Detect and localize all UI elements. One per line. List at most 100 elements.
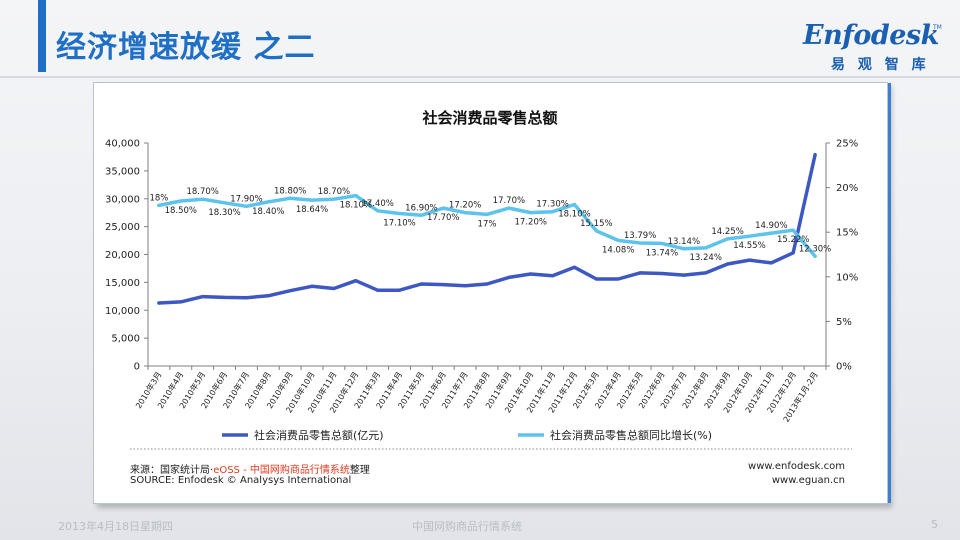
- sales-point: [419, 282, 423, 286]
- sales-point: [332, 286, 336, 291]
- growth-point: [813, 254, 817, 258]
- growth-point: [507, 206, 511, 210]
- growth-point: [594, 229, 598, 233]
- growth-data-label: 13.74%: [646, 248, 678, 258]
- source-note-chinese: 来源：国家统计局·eOSS - 中国网购商品行情系统整理: [130, 461, 370, 476]
- y-right-tick-label: 5%: [836, 317, 852, 328]
- y-left-tick-label: 0: [134, 362, 140, 373]
- growth-data-label: 18.50%: [165, 206, 197, 216]
- growth-data-label: 14.25%: [711, 227, 743, 237]
- growth-data-label: 18.30%: [208, 208, 240, 218]
- sales-point: [310, 284, 314, 288]
- legend-label-retail-sales: 社会消费品零售总额(亿元): [254, 428, 384, 442]
- sales-point: [222, 295, 227, 300]
- sales-point: [813, 153, 817, 157]
- sales-point: [244, 296, 249, 300]
- growth-data-label: 14.55%: [733, 241, 765, 251]
- logo-wordmark: Enfodesk: [803, 20, 939, 51]
- y-right-tick-label: 0%: [836, 362, 852, 373]
- logo-chinese-name: 易 观 智 库: [831, 57, 930, 73]
- page-number: 5: [931, 518, 938, 531]
- sales-point: [594, 277, 598, 281]
- growth-point: [725, 237, 730, 241]
- growth-point: [572, 202, 577, 207]
- growth-data-label: 17.20%: [449, 201, 481, 211]
- growth-data-label: 18.10%: [340, 201, 372, 211]
- y-right-tick-label: 10%: [836, 272, 858, 283]
- sales-point: [157, 301, 161, 305]
- growth-data-label: 15.22%: [777, 235, 809, 245]
- growth-data-label: 14.08%: [602, 245, 634, 255]
- y-left-tick-label: 25,000: [105, 222, 140, 233]
- growth-point: [616, 238, 620, 243]
- enfodesk-logo: Enfodesk TM 易 观 智 库: [795, 12, 945, 74]
- growth-data-label: 14.90%: [755, 221, 787, 231]
- header-accent-bar: [38, 0, 46, 72]
- growth-data-label: 13.14%: [668, 237, 700, 247]
- growth-data-label: 18.40%: [252, 207, 284, 217]
- growth-point: [397, 211, 402, 216]
- sales-point: [529, 272, 533, 276]
- growth-point: [485, 212, 489, 216]
- sales-point: [769, 261, 773, 265]
- growth-data-label: 18.80%: [274, 186, 306, 196]
- y-left-tick-label: 5,000: [111, 334, 140, 345]
- growth-data-label: 18.10%: [558, 210, 590, 220]
- growth-data-label: 13.79%: [624, 231, 656, 241]
- sales-point: [485, 282, 489, 286]
- sales-point: [791, 251, 795, 255]
- y-left-tick-label: 20,000: [105, 250, 140, 261]
- y-left-tick-label: 10,000: [105, 306, 140, 317]
- growth-data-label: 17.90%: [230, 194, 262, 204]
- source-prefix: 来源：国家统计局·: [130, 465, 214, 476]
- enfodesk-url: www.enfodesk.com: [748, 461, 845, 472]
- growth-data-label: 17.70%: [493, 196, 525, 206]
- growth-point: [244, 204, 249, 208]
- growth-data-label: 16.90%: [405, 203, 437, 213]
- chart-canvas: 社会消费品零售总额 0 5,000 10,000 15,000 20,000 25,000…: [105, 109, 858, 450]
- growth-point: [179, 199, 183, 203]
- growth-point: [266, 200, 270, 204]
- header-divider: [0, 76, 960, 78]
- sales-point: [747, 258, 752, 262]
- sales-point: [354, 279, 358, 283]
- growth-point: [222, 201, 227, 205]
- growth-point: [682, 247, 686, 251]
- y-left-tick-label: 15,000: [105, 278, 140, 289]
- growth-point: [769, 231, 773, 235]
- growth-data-label: 17.40%: [361, 199, 393, 209]
- sales-point: [507, 275, 511, 279]
- sales-point: [441, 283, 445, 287]
- growth-data-label: 15.15%: [580, 219, 612, 229]
- y-left-tick-label: 35,000: [105, 166, 140, 177]
- growth-point: [747, 234, 752, 238]
- growth-data-label: 17%: [478, 219, 497, 229]
- source-suffix: 整理: [349, 465, 370, 476]
- legend-label-yoy-growth: 社会消费品零售总额同比增长(%): [550, 428, 712, 442]
- y-left-tick-label: 30,000: [105, 194, 140, 205]
- sales-point: [397, 288, 402, 292]
- growth-point: [638, 241, 642, 245]
- sales-point: [463, 284, 467, 288]
- growth-data-label: 13.24%: [689, 253, 721, 263]
- chart-panel: 社会消费品零售总额 0 5,000 10,000 15,000 20,000 25,000…: [93, 82, 891, 504]
- growth-point: [310, 198, 314, 202]
- footer-date: 2013年4月18日星期四: [58, 520, 173, 533]
- growth-point: [791, 228, 795, 232]
- growth-data-label: 12.30%: [799, 244, 831, 254]
- growth-point: [332, 197, 336, 201]
- growth-data-label: 18.70%: [318, 187, 350, 197]
- growth-data-label: 18%: [149, 193, 168, 203]
- growth-data-label: 17.10%: [383, 218, 415, 228]
- eguan-url: www.eguan.cn: [771, 475, 845, 486]
- sales-point: [638, 271, 642, 275]
- growth-point: [201, 197, 205, 201]
- sales-point: [704, 271, 708, 275]
- sales-point: [725, 262, 730, 266]
- growth-point: [441, 206, 445, 210]
- growth-point: [354, 194, 358, 198]
- y-right-tick-label: 25%: [836, 139, 858, 150]
- sales-point: [551, 274, 555, 278]
- sales-point: [288, 289, 292, 293]
- growth-point: [529, 210, 533, 215]
